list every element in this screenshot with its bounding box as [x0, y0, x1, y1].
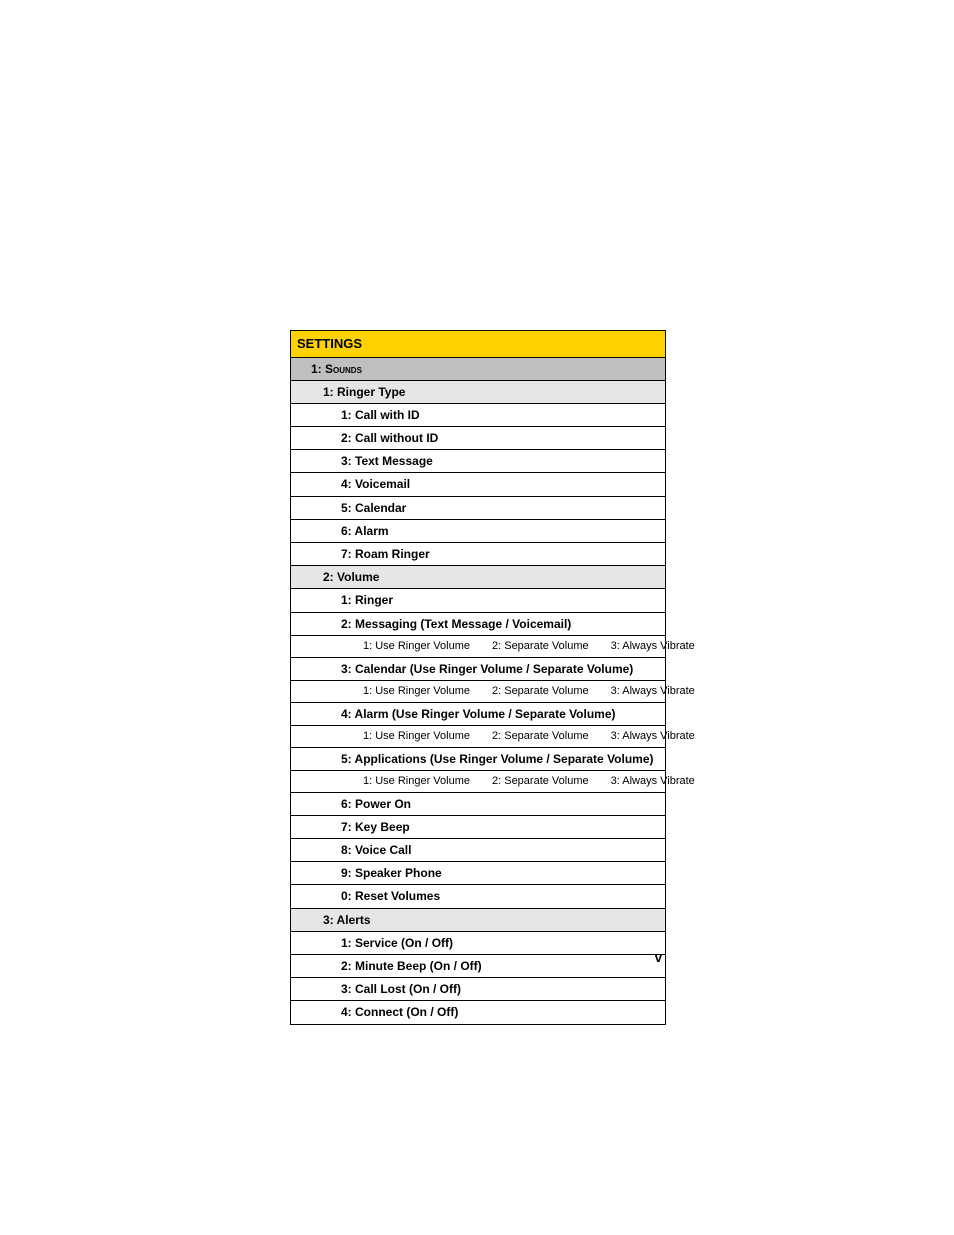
menu-item: 2: Minute Beep (On / Off)	[291, 955, 665, 978]
menu-option: 3: Always Vibrate	[611, 774, 695, 789]
menu-item: 9: Speaker Phone	[291, 862, 665, 885]
menu-option: 3: Always Vibrate	[611, 684, 695, 699]
menu-item: 5: Calendar	[291, 497, 665, 520]
menu-section: 1: Sounds	[291, 358, 665, 381]
menu-item: 4: Connect (On / Off)	[291, 1001, 665, 1023]
menu-item: 4: Voicemail	[291, 473, 665, 496]
menu-item: 2: Messaging (Text Message / Voicemail)	[291, 613, 665, 636]
menu-options-row: 1: Use Ringer Volume2: Separate Volume3:…	[291, 681, 665, 703]
menu-item: 5: Applications (Use Ringer Volume / Sep…	[291, 748, 665, 771]
menu-options-row: 1: Use Ringer Volume2: Separate Volume3:…	[291, 726, 665, 748]
settings-menu-table: SETTINGS 1: Sounds1: Ringer Type1: Call …	[290, 330, 666, 1025]
menu-subsection: 2: Volume	[291, 566, 665, 589]
menu-item: 3: Calendar (Use Ringer Volume / Separat…	[291, 658, 665, 681]
page-number: v	[655, 950, 662, 965]
menu-option: 3: Always Vibrate	[611, 729, 695, 744]
menu-item: 8: Voice Call	[291, 839, 665, 862]
menu-option: 2: Separate Volume	[492, 774, 589, 789]
menu-item: 7: Key Beep	[291, 816, 665, 839]
table-header: SETTINGS	[291, 331, 665, 358]
menu-option: 3: Always Vibrate	[611, 639, 695, 654]
menu-item: 1: Ringer	[291, 589, 665, 612]
menu-item: 0: Reset Volumes	[291, 885, 665, 908]
menu-option: 2: Separate Volume	[492, 684, 589, 699]
menu-item: 7: Roam Ringer	[291, 543, 665, 566]
menu-item: 2: Call without ID	[291, 427, 665, 450]
menu-item: 3: Call Lost (On / Off)	[291, 978, 665, 1001]
menu-option: 1: Use Ringer Volume	[363, 729, 470, 744]
menu-option: 1: Use Ringer Volume	[363, 774, 470, 789]
menu-item: 6: Alarm	[291, 520, 665, 543]
menu-options-row: 1: Use Ringer Volume2: Separate Volume3:…	[291, 636, 665, 658]
menu-item: 6: Power On	[291, 793, 665, 816]
menu-item: 1: Service (On / Off)	[291, 932, 665, 955]
menu-option: 2: Separate Volume	[492, 729, 589, 744]
menu-subsection: 3: Alerts	[291, 909, 665, 932]
menu-item: 4: Alarm (Use Ringer Volume / Separate V…	[291, 703, 665, 726]
menu-item: 3: Text Message	[291, 450, 665, 473]
menu-item: 1: Call with ID	[291, 404, 665, 427]
menu-option: 1: Use Ringer Volume	[363, 684, 470, 699]
menu-option: 2: Separate Volume	[492, 639, 589, 654]
menu-subsection: 1: Ringer Type	[291, 381, 665, 404]
menu-option: 1: Use Ringer Volume	[363, 639, 470, 654]
menu-options-row: 1: Use Ringer Volume2: Separate Volume3:…	[291, 771, 665, 793]
